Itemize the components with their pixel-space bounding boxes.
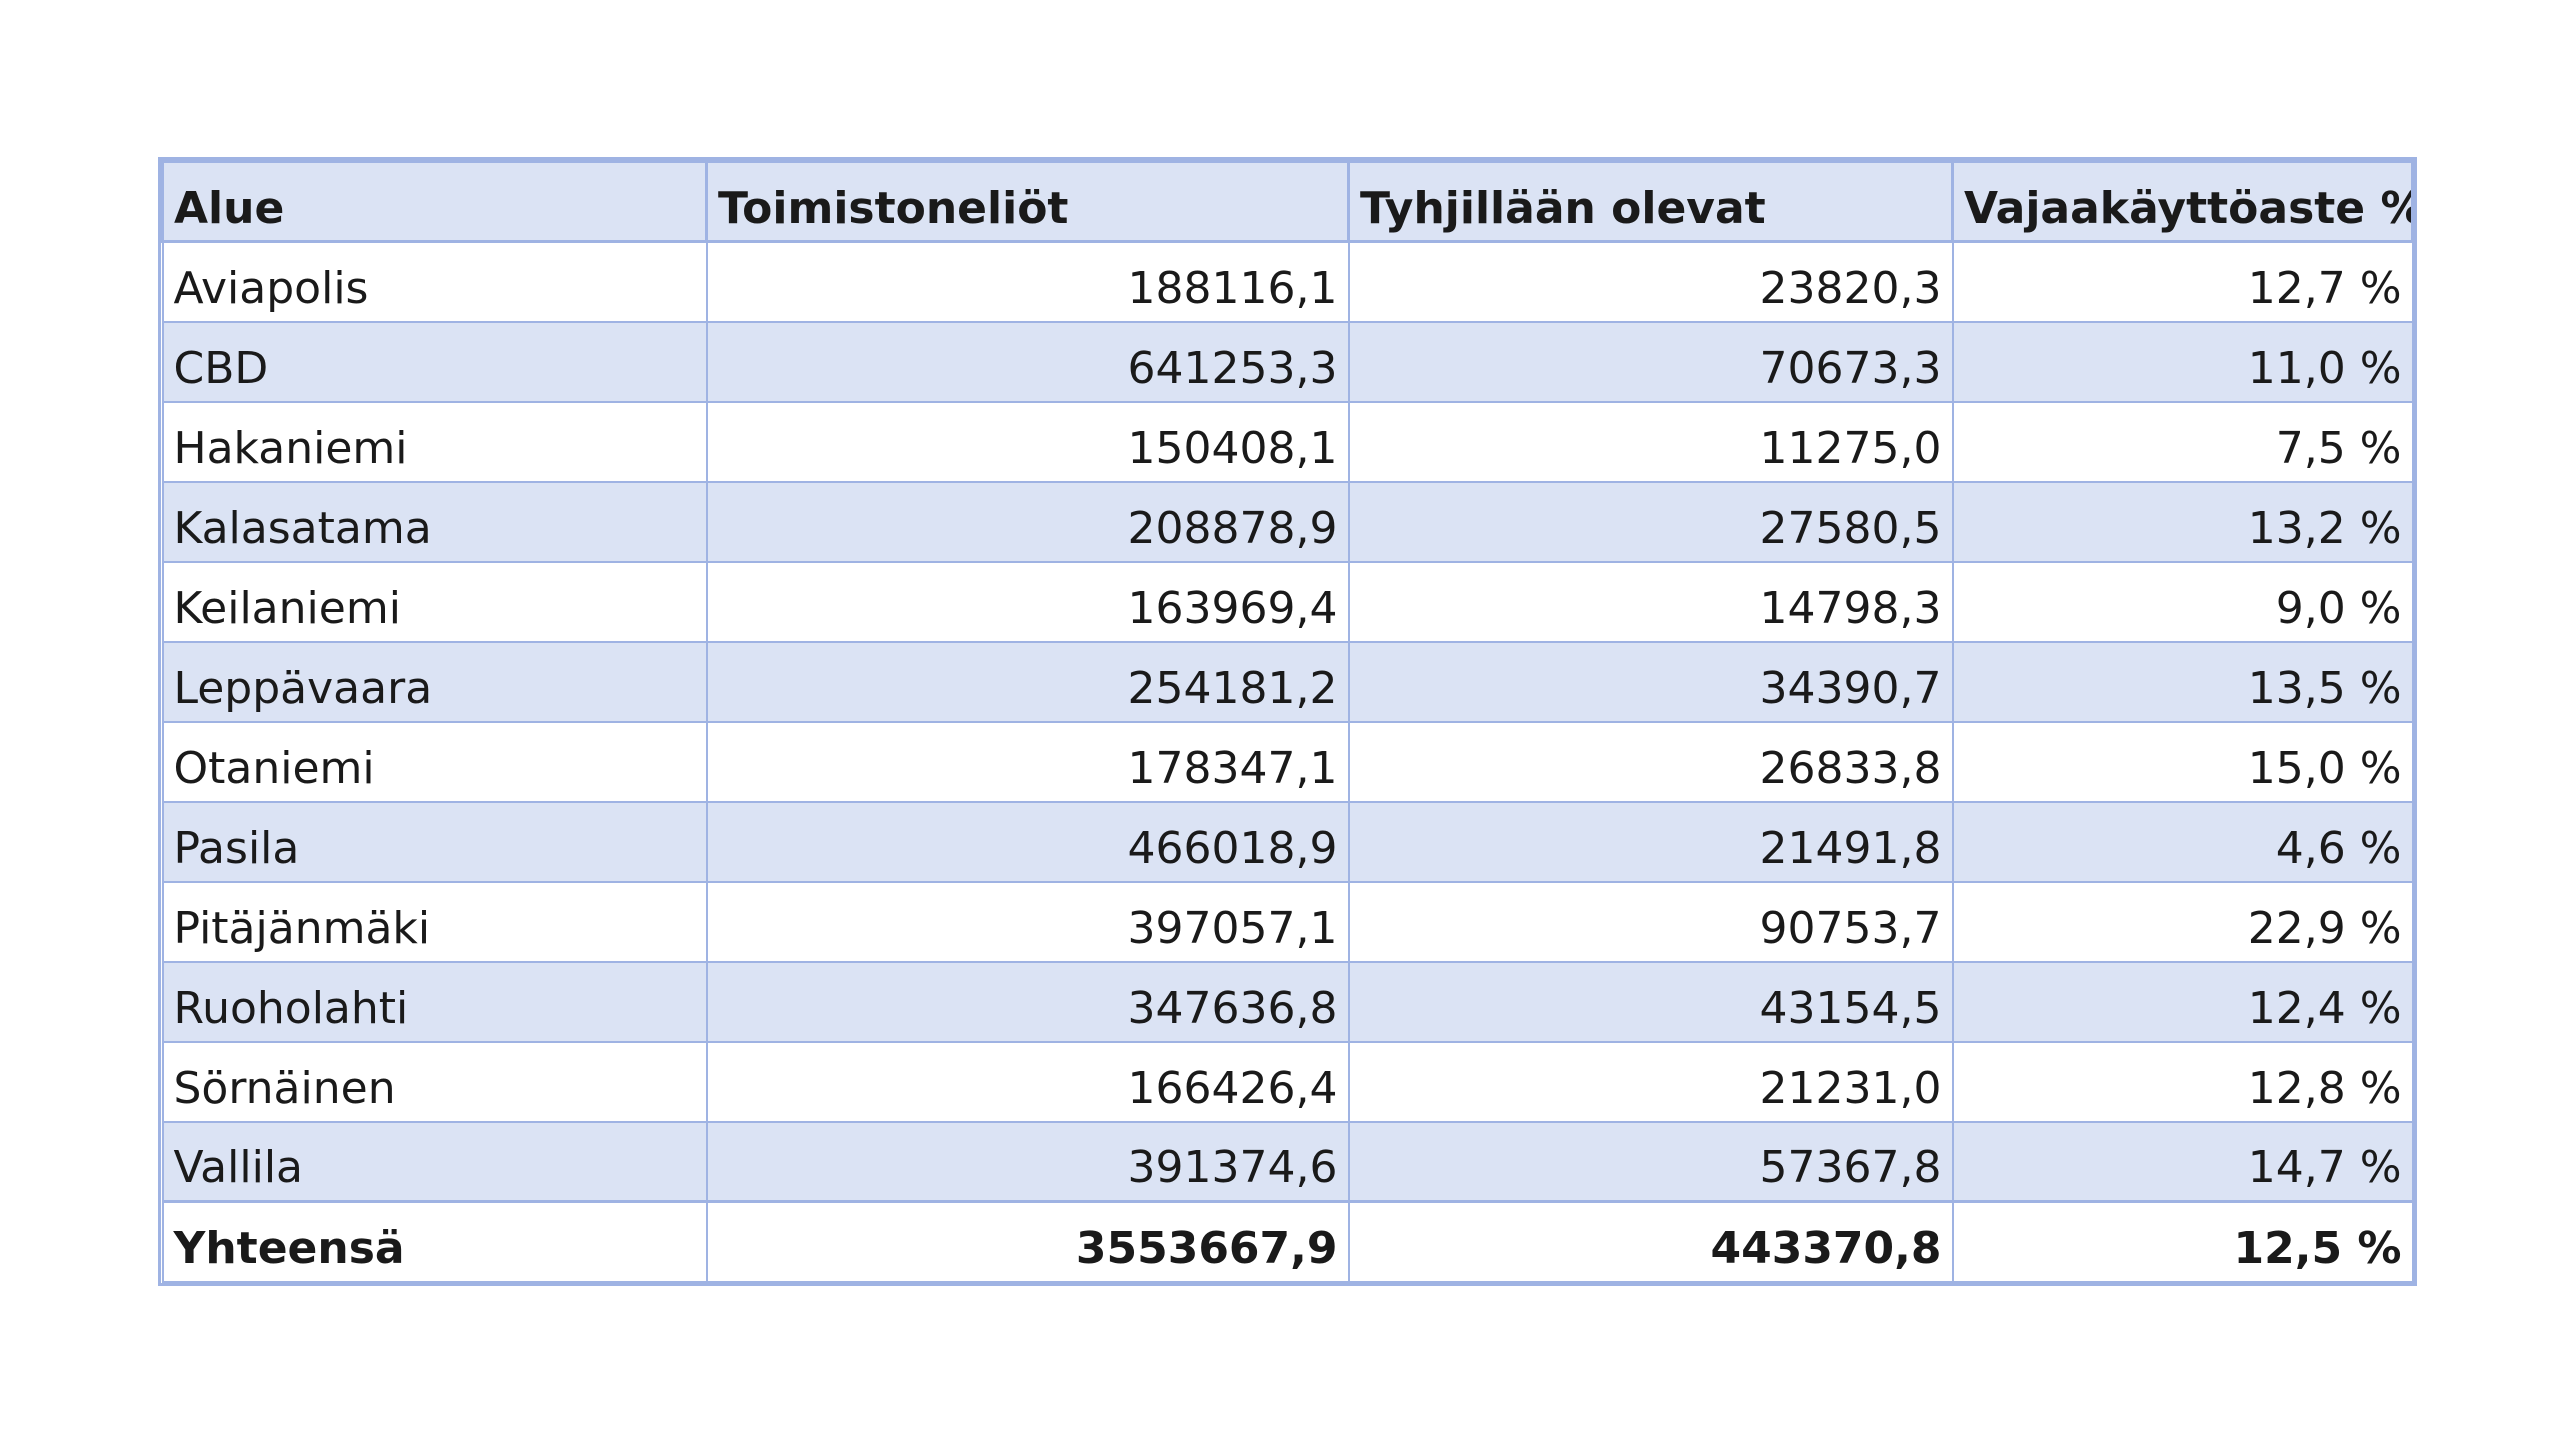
header-office-area: Toimistoneliöt bbox=[705, 160, 1350, 243]
cell-office-area: 208878,9 bbox=[705, 480, 1350, 563]
cell-vacancy-rate: 4,6 % bbox=[1951, 800, 2414, 883]
total-vacancy-rate: 12,5 % bbox=[1951, 1200, 2414, 1283]
cell-office-area: 397057,1 bbox=[705, 880, 1350, 963]
cell-vacant: 21491,8 bbox=[1347, 800, 1954, 883]
table-row: CBD 641253,3 70673,3 11,0 % bbox=[161, 320, 2414, 403]
cell-vacancy-rate: 15,0 % bbox=[1951, 720, 2414, 803]
cell-office-area: 466018,9 bbox=[705, 800, 1350, 883]
cell-office-area: 254181,2 bbox=[705, 640, 1350, 723]
table-row: Pasila 466018,9 21491,8 4,6 % bbox=[161, 800, 2414, 883]
cell-vacancy-rate: 13,5 % bbox=[1951, 640, 2414, 723]
header-vacancy-rate: Vajaakäyttöaste % bbox=[1951, 160, 2414, 243]
cell-office-area: 188116,1 bbox=[705, 240, 1350, 323]
cell-vacant: 21231,0 bbox=[1347, 1040, 1954, 1123]
header-row: Alue Toimistoneliöt Tyhjillään olevat Va… bbox=[161, 160, 2414, 243]
cell-vacant: 14798,3 bbox=[1347, 560, 1954, 643]
cell-vacant: 43154,5 bbox=[1347, 960, 1954, 1043]
cell-vacancy-rate: 22,9 % bbox=[1951, 880, 2414, 963]
table-row: Kalasatama 208878,9 27580,5 13,2 % bbox=[161, 480, 2414, 563]
total-vacant: 443370,8 bbox=[1347, 1200, 1954, 1283]
cell-vacant: 57367,8 bbox=[1347, 1120, 1954, 1203]
table-row: Sörnäinen 166426,4 21231,0 12,8 % bbox=[161, 1040, 2414, 1123]
cell-area: Keilaniemi bbox=[161, 560, 708, 643]
cell-vacant: 11275,0 bbox=[1347, 400, 1954, 483]
cell-area: Aviapolis bbox=[161, 240, 708, 323]
table-row: Leppävaara 254181,2 34390,7 13,5 % bbox=[161, 640, 2414, 723]
cell-office-area: 391374,6 bbox=[705, 1120, 1350, 1203]
office-vacancy-table-container: Alue Toimistoneliöt Tyhjillään olevat Va… bbox=[158, 157, 2417, 1286]
cell-area: Pitäjänmäki bbox=[161, 880, 708, 963]
cell-vacant: 26833,8 bbox=[1347, 720, 1954, 803]
cell-area: Kalasatama bbox=[161, 480, 708, 563]
cell-vacant: 90753,7 bbox=[1347, 880, 1954, 963]
cell-area: Leppävaara bbox=[161, 640, 708, 723]
total-row: Yhteensä 3553667,9 443370,8 12,5 % bbox=[161, 1200, 2414, 1283]
cell-vacant: 27580,5 bbox=[1347, 480, 1954, 563]
cell-vacancy-rate: 12,4 % bbox=[1951, 960, 2414, 1043]
total-office-area: 3553667,9 bbox=[705, 1200, 1350, 1283]
cell-vacancy-rate: 12,8 % bbox=[1951, 1040, 2414, 1123]
cell-vacancy-rate: 9,0 % bbox=[1951, 560, 2414, 643]
cell-area: Vallila bbox=[161, 1120, 708, 1203]
table-row: Keilaniemi 163969,4 14798,3 9,0 % bbox=[161, 560, 2414, 643]
cell-area: CBD bbox=[161, 320, 708, 403]
cell-area: Pasila bbox=[161, 800, 708, 883]
cell-vacancy-rate: 12,7 % bbox=[1951, 240, 2414, 323]
cell-vacant: 34390,7 bbox=[1347, 640, 1954, 723]
table-row: Hakaniemi 150408,1 11275,0 7,5 % bbox=[161, 400, 2414, 483]
total-label: Yhteensä bbox=[161, 1200, 708, 1283]
table-row: Ruoholahti 347636,8 43154,5 12,4 % bbox=[161, 960, 2414, 1043]
cell-vacancy-rate: 13,2 % bbox=[1951, 480, 2414, 563]
cell-area: Ruoholahti bbox=[161, 960, 708, 1043]
cell-vacancy-rate: 11,0 % bbox=[1951, 320, 2414, 403]
header-vacant: Tyhjillään olevat bbox=[1347, 160, 1954, 243]
table-row: Vallila 391374,6 57367,8 14,7 % bbox=[161, 1120, 2414, 1203]
cell-vacant: 23820,3 bbox=[1347, 240, 1954, 323]
cell-office-area: 347636,8 bbox=[705, 960, 1350, 1043]
header-area: Alue bbox=[161, 160, 708, 243]
table-row: Otaniemi 178347,1 26833,8 15,0 % bbox=[161, 720, 2414, 803]
cell-area: Hakaniemi bbox=[161, 400, 708, 483]
cell-vacancy-rate: 14,7 % bbox=[1951, 1120, 2414, 1203]
office-vacancy-table: Alue Toimistoneliöt Tyhjillään olevat Va… bbox=[158, 157, 2417, 1286]
cell-vacant: 70673,3 bbox=[1347, 320, 1954, 403]
cell-area: Otaniemi bbox=[161, 720, 708, 803]
cell-vacancy-rate: 7,5 % bbox=[1951, 400, 2414, 483]
table-row: Pitäjänmäki 397057,1 90753,7 22,9 % bbox=[161, 880, 2414, 963]
cell-office-area: 150408,1 bbox=[705, 400, 1350, 483]
cell-office-area: 641253,3 bbox=[705, 320, 1350, 403]
cell-office-area: 178347,1 bbox=[705, 720, 1350, 803]
cell-office-area: 163969,4 bbox=[705, 560, 1350, 643]
cell-office-area: 166426,4 bbox=[705, 1040, 1350, 1123]
cell-area: Sörnäinen bbox=[161, 1040, 708, 1123]
table-row: Aviapolis 188116,1 23820,3 12,7 % bbox=[161, 240, 2414, 323]
